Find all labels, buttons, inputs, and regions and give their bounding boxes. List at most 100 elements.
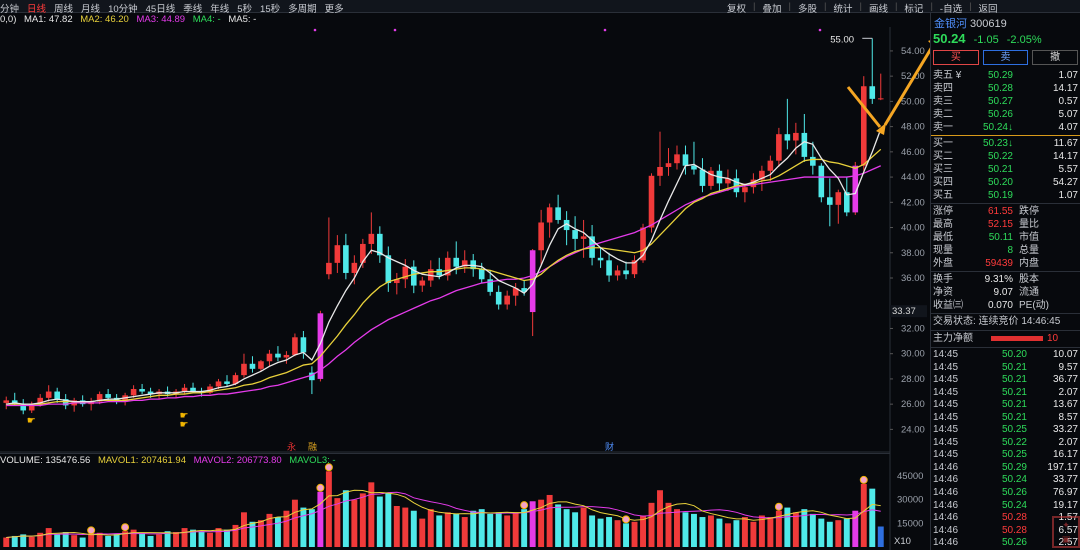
candle-body — [20, 404, 27, 411]
candle-body — [343, 245, 349, 273]
high-price-label: 55.00 — [830, 34, 854, 45]
candle-body — [682, 154, 689, 166]
bid-price: 50.22 — [987, 151, 1013, 162]
tool-button[interactable]: 多股 — [797, 4, 817, 15]
tool-button[interactable]: 画线 — [868, 4, 888, 15]
tick-volume: 10.07 — [1052, 349, 1078, 360]
stock-name[interactable]: 金银河 — [934, 18, 967, 30]
candle-body — [572, 230, 578, 239]
candle-body — [377, 233, 383, 256]
tick-list[interactable]: 14:45 50.20 10.07 14:45 50.21 9.57 14:45 50.21 3… — [931, 349, 1080, 550]
ask-row[interactable]: 卖四 50.28 14.17 — [931, 82, 1080, 95]
tool-button[interactable]: 复权 — [727, 4, 747, 15]
bid-row[interactable]: 买四 50.20 54.27 — [931, 176, 1080, 189]
volume-bar — [835, 520, 842, 547]
bid-row[interactable]: 买一 50.23↓ 11.67 — [931, 137, 1080, 150]
stat-label: 换手 — [933, 274, 953, 285]
top-toolbar: 分钟 日线 周线 月线 10分钟 45日线 季线 年线 5秒 15秒 多周期 更多 复权 | 叠加 | 多股 |… — [0, 0, 1080, 15]
tool-button[interactable]: 标记 — [904, 4, 924, 15]
volume-bar — [682, 512, 689, 547]
candle-body — [478, 269, 485, 280]
tick-time: 14:45 — [933, 424, 959, 436]
candle-body — [394, 279, 400, 284]
candle-body — [249, 363, 256, 369]
sell-button[interactable]: 卖 — [982, 50, 1029, 65]
ask-row[interactable]: 卖二 50.26 5.07 — [931, 108, 1080, 121]
tool-separator: | — [788, 1, 791, 12]
tab-timeframe[interactable]: 5秒 — [237, 4, 253, 15]
ask-row[interactable]: 卖五 ¥ 50.29 1.07 — [931, 69, 1080, 82]
divider — [931, 203, 1080, 204]
bid-row[interactable]: 买二 50.22 14.17 — [931, 150, 1080, 163]
candle-body — [37, 397, 44, 405]
tool-button[interactable]: 统计 — [833, 4, 853, 15]
volume-bar — [224, 529, 230, 547]
candle-body — [742, 187, 748, 193]
hand-signal-icon: ☛ — [27, 416, 36, 427]
tab-timeframe[interactable]: 周线 — [54, 4, 74, 15]
candle-body — [818, 165, 825, 198]
volume-bar — [860, 483, 867, 547]
ask-row[interactable]: 卖一 50.24↓ 4.07 — [931, 121, 1080, 134]
volume-bar — [631, 521, 638, 547]
bid-price: 50.20 — [987, 177, 1013, 188]
stat-row: 最高 52.15 量比 — [931, 218, 1080, 231]
flow-bar — [991, 336, 1043, 341]
buy-button[interactable]: 买 — [933, 50, 979, 65]
annotation-arrow — [846, 86, 882, 128]
last-price: 50.24 — [933, 31, 966, 46]
volume-bar — [419, 518, 426, 547]
tab-timeframe[interactable]: 45日线 — [145, 4, 176, 15]
tool-button[interactable]: 返回 — [978, 4, 998, 15]
timeframe-tabs: 分钟 日线 周线 月线 10分钟 45日线 季线 年线 5秒 15秒 多周期 更多 — [0, 1, 344, 15]
volume-bar — [801, 509, 808, 547]
volume-bar — [181, 528, 188, 547]
kline-chart-svg[interactable]: 54.0052.0050.0048.0046.0044.0042.0040.00… — [0, 27, 938, 550]
candle-body — [699, 169, 706, 186]
bid-volume: 54.27 — [1052, 177, 1078, 188]
tab-timeframe[interactable]: 季线 — [183, 4, 203, 15]
volume-bar — [792, 512, 799, 547]
tool-button[interactable]: -自选 — [939, 4, 963, 15]
volume-bar — [88, 534, 95, 547]
candle-body — [640, 227, 646, 261]
volume-bar — [826, 521, 833, 547]
volume-bar — [843, 518, 850, 547]
bid-volume: 11.67 — [1053, 138, 1078, 149]
kline-chart-area[interactable]: 54.00 52.00 50.00 48.00 46.00 44.00 42.00 40.00… — [0, 27, 938, 550]
tab-timeframe[interactable]: 更多 — [324, 4, 344, 15]
stat-value: 50.11 — [988, 232, 1013, 243]
candle-body — [623, 270, 629, 275]
tab-timeframe[interactable]: 15秒 — [260, 4, 281, 15]
volume-bar — [436, 515, 443, 547]
volume-bar — [597, 518, 604, 547]
tab-timeframe[interactable]: 多周期 — [288, 4, 317, 15]
cancel-order-button[interactable]: 撤 — [1032, 50, 1079, 65]
tick-time: 14:45 — [933, 349, 959, 360]
bid-row[interactable]: 买五 50.19 1.07 — [931, 189, 1080, 202]
bid-row[interactable]: 买三 50.21 5.57 — [931, 163, 1080, 176]
fundamental-row: 换手 9.31% 股本 — [931, 273, 1080, 286]
tick-time: 14:45 — [933, 386, 959, 398]
candle-body — [453, 257, 460, 267]
volume-signal-icon — [622, 515, 631, 524]
tab-timeframe[interactable]: 日线 — [27, 4, 47, 15]
tab-timeframe[interactable]: 10分钟 — [108, 4, 138, 15]
tab-timeframe[interactable]: 年线 — [210, 4, 230, 15]
tick-price: 50.28 — [1001, 512, 1027, 524]
tick-time: 14:45 — [933, 436, 959, 448]
candle-body — [326, 262, 332, 275]
volume-bar — [589, 515, 596, 547]
candle-body — [614, 270, 621, 276]
tick-row: 14:46 50.28 6.57 — [931, 525, 1080, 538]
tool-button[interactable]: 叠加 — [762, 4, 782, 15]
candle-body — [674, 154, 680, 164]
ma-prefix: 0,0) — [0, 14, 17, 25]
volume-bar — [249, 521, 256, 547]
stat-value: 8 — [1007, 245, 1013, 256]
tab-timeframe[interactable]: 分钟 — [0, 4, 20, 15]
ask-row[interactable]: 卖三 50.27 0.57 — [931, 95, 1080, 108]
tab-timeframe[interactable]: 月线 — [81, 4, 101, 15]
ma1-line — [6, 128, 882, 405]
tick-time: 14:46 — [933, 487, 959, 499]
